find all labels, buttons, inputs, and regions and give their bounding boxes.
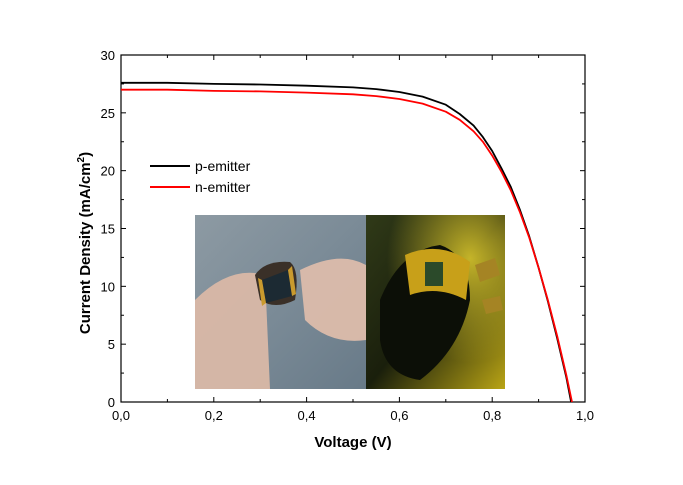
- y-tick-label: 15: [101, 222, 115, 237]
- legend-label-n-emitter: n-emitter: [195, 179, 251, 195]
- y-tick-label: 10: [101, 279, 115, 294]
- series-layer: [121, 81, 573, 403]
- y-tick-label: 25: [101, 106, 115, 121]
- legend: p-emitter n-emitter: [150, 158, 251, 195]
- x-tick-label: 1,0: [576, 408, 594, 423]
- legend-label-p-emitter: p-emitter: [195, 158, 251, 174]
- inset-photo: [195, 215, 505, 389]
- x-tick-label: 0,4: [298, 408, 316, 423]
- inset-photo-left: [195, 215, 366, 389]
- x-tick-label: 0,0: [112, 408, 130, 423]
- x-tick-label: 0,6: [390, 408, 408, 423]
- tick-layer: 0,0 0,2 0,4 0,6 0,8 1,0 0 5 10 15 20 25 30: [101, 48, 595, 423]
- y-tick-label: 0: [108, 395, 115, 410]
- inset-photo-right: [366, 215, 505, 389]
- y-axis-title: Current Density (mA/cm2): [76, 152, 94, 334]
- y-tick-label: 30: [101, 48, 115, 63]
- y-axis-title-close: ): [77, 152, 94, 157]
- y-axis-title-main: Current Density (mA/cm: [77, 162, 94, 334]
- series-line-n-emitter: [121, 88, 573, 403]
- x-tick-label: 0,8: [483, 408, 501, 423]
- x-axis-title: Voltage (V): [314, 434, 391, 451]
- x-tick-label: 0,2: [205, 408, 223, 423]
- y-axis-title-sup: 2: [76, 156, 87, 162]
- y-tick-label: 5: [108, 337, 115, 352]
- y-tick-label: 20: [101, 164, 115, 179]
